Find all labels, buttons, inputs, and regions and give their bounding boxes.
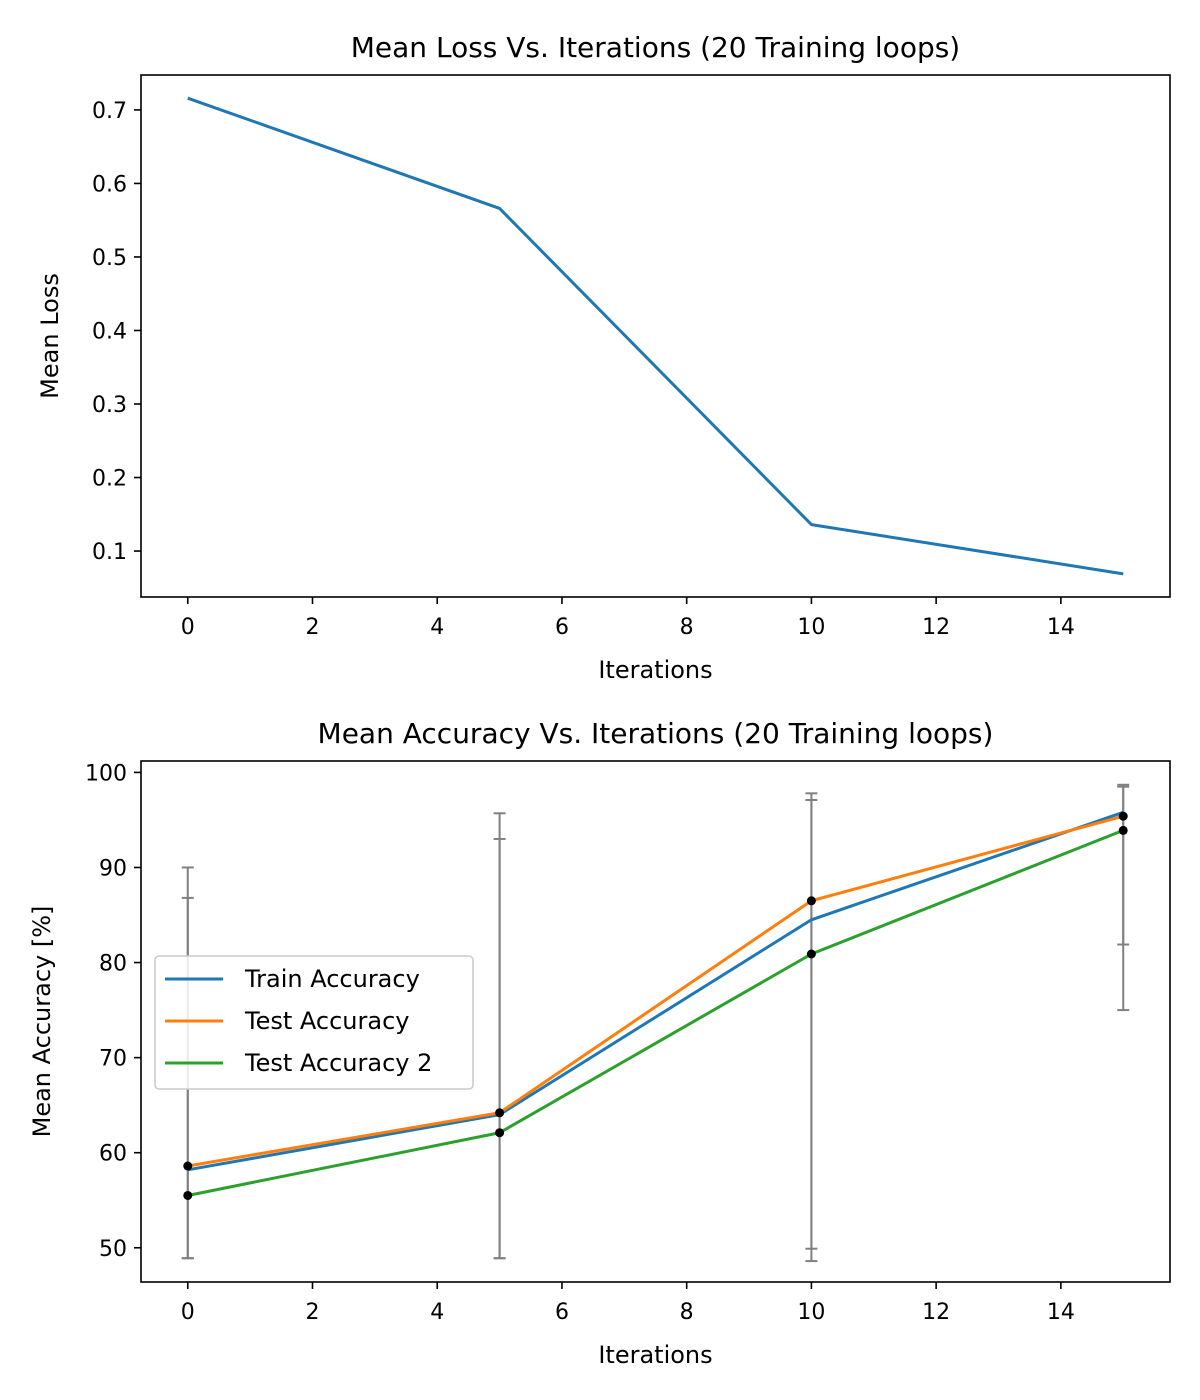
- accuracy-data-point: [1118, 825, 1128, 835]
- loss-y-tick-label: 0.2: [92, 467, 127, 492]
- accuracy-chart-title: Mean Accuracy Vs. Iterations (20 Trainin…: [318, 717, 994, 750]
- legend-entry-label: Test Accuracy: [244, 1007, 409, 1035]
- loss-y-tick-label: 0.3: [92, 393, 127, 418]
- loss-x-tick-label: 14: [1047, 615, 1075, 640]
- accuracy-x-tick-label: 2: [306, 1300, 320, 1325]
- accuracy-x-tick-label: 6: [555, 1300, 569, 1325]
- loss-x-tick-label: 10: [797, 615, 825, 640]
- loss-chart: Mean Loss Vs. Iterations (20 Training lo…: [36, 31, 1171, 684]
- accuracy-data-point: [495, 1128, 505, 1138]
- accuracy-plot-frame: [140, 760, 1171, 1283]
- accuracy-x-tick-label: 14: [1047, 1300, 1075, 1325]
- accuracy-y-tick-label: 50: [99, 1237, 127, 1262]
- accuracy-data-point: [806, 896, 816, 906]
- accuracy-y-axis-label: Mean Accuracy [%]: [28, 906, 56, 1138]
- accuracy-y-tick-label: 100: [85, 761, 127, 786]
- loss-x-tick-label: 8: [680, 615, 694, 640]
- accuracy-chart: Mean Accuracy Vs. Iterations (20 Trainin…: [28, 717, 1171, 1369]
- loss-x-tick-label: 4: [430, 615, 444, 640]
- accuracy-series-line-test-accuracy: [187, 814, 1124, 1168]
- loss-x-tick-label: 0: [181, 615, 195, 640]
- accuracy-y-tick-label: 70: [99, 1047, 127, 1072]
- accuracy-x-tick-label: 10: [797, 1300, 825, 1325]
- accuracy-data-point: [183, 1190, 193, 1200]
- loss-x-axis-label: Iterations: [598, 656, 712, 684]
- accuracy-y-tick-label: 80: [99, 952, 127, 977]
- accuracy-x-tick-label: 8: [680, 1300, 694, 1325]
- accuracy-data-point: [1118, 811, 1128, 821]
- accuracy-data-point: [806, 949, 816, 959]
- accuracy-x-tick-label: 4: [430, 1300, 444, 1325]
- accuracy-series-line-test-accuracy-2: [187, 829, 1124, 1197]
- loss-series-line-0: [187, 96, 1124, 576]
- loss-y-tick-label: 0.6: [92, 172, 127, 197]
- accuracy-x-axis-label: Iterations: [598, 1341, 712, 1369]
- accuracy-legend: Train Accuracy Test Accuracy Test Accuracy…: [154, 955, 474, 1090]
- loss-x-tick-label: 2: [306, 615, 320, 640]
- loss-x-tick-label: 6: [555, 615, 569, 640]
- accuracy-x-tick-label: 0: [181, 1300, 195, 1325]
- accuracy-data-point: [183, 1161, 193, 1171]
- accuracy-y-tick-label: 90: [99, 856, 127, 881]
- accuracy-x-tick-label: 12: [922, 1300, 950, 1325]
- loss-chart-title: Mean Loss Vs. Iterations (20 Training lo…: [351, 31, 960, 64]
- loss-y-tick-label: 0.7: [92, 99, 127, 124]
- loss-y-tick-label: 0.5: [92, 246, 127, 271]
- loss-plot-frame: [140, 74, 1171, 598]
- legend-entry-label: Train Accuracy: [244, 965, 420, 993]
- loss-y-axis-label: Mean Loss: [36, 273, 64, 399]
- accuracy-y-tick-label: 60: [99, 1142, 127, 1167]
- accuracy-data-point: [495, 1108, 505, 1118]
- legend-box: [154, 955, 474, 1090]
- accuracy-series-line-train-accuracy: [187, 810, 1124, 1172]
- loss-y-tick-label: 0.1: [92, 540, 127, 565]
- legend-entry-label: Test Accuracy 2: [244, 1049, 432, 1077]
- loss-y-tick-label: 0.4: [92, 319, 127, 344]
- loss-x-tick-label: 12: [922, 615, 950, 640]
